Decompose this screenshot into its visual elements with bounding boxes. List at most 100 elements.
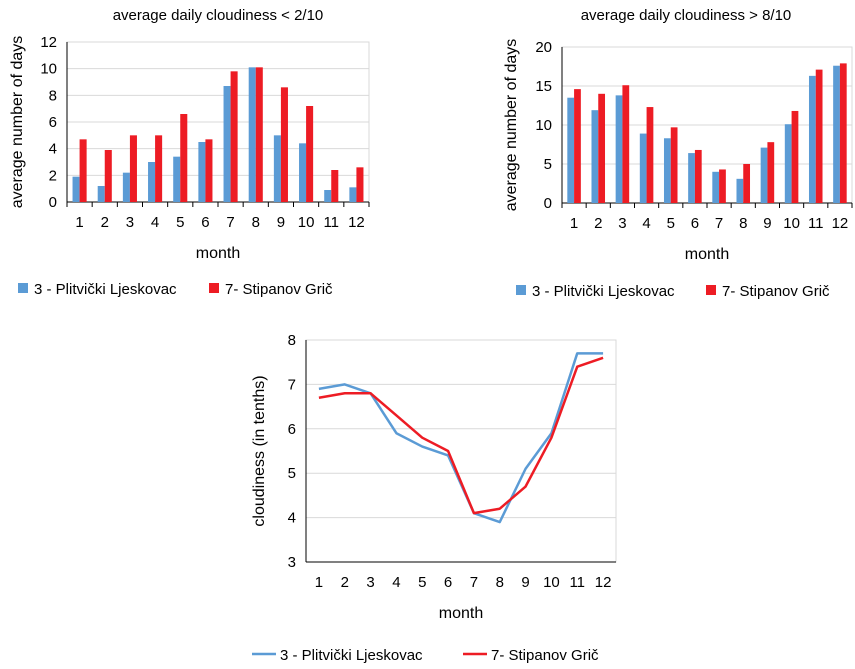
- x-tick-label: 4: [392, 574, 400, 591]
- y-tick-label: 4: [288, 510, 296, 527]
- x-tick-label: 9: [763, 215, 771, 232]
- x-tick-label: 4: [151, 214, 159, 231]
- x-tick-label: 3: [126, 214, 134, 231]
- bar-series-2-month-6: [205, 139, 213, 202]
- x-tick-label: 10: [543, 574, 560, 591]
- chart-title: average daily cloudiness > 8/10: [581, 7, 792, 24]
- x-tick-label: 12: [348, 214, 365, 231]
- line-series-2: [318, 356, 604, 515]
- x-tick-label: 3: [366, 574, 374, 591]
- bar-series-1-month-4: [639, 133, 647, 203]
- bar-series-2-month-12: [839, 63, 847, 203]
- bar-series-1-month-11: [808, 75, 816, 203]
- bar-series-1-month-7: [223, 86, 231, 202]
- bar-series-2-month-2: [598, 93, 606, 203]
- y-tick-label: 7: [288, 376, 296, 393]
- bar-series-1-month-2: [97, 186, 105, 202]
- x-tick-label: 11: [323, 214, 339, 231]
- y-tick-label: 8: [288, 332, 296, 349]
- bar-series-1-month-5: [173, 156, 181, 202]
- y-tick-label: 15: [535, 78, 552, 95]
- x-tick-label: 2: [101, 214, 109, 231]
- legend-label: 7- Stipanov Grič: [491, 647, 599, 664]
- x-tick-label: 8: [496, 574, 504, 591]
- x-tick-label: 9: [277, 214, 285, 231]
- x-tick-label: 1: [75, 214, 83, 231]
- bar-series-2-month-5: [670, 127, 678, 203]
- bar-series-1-month-7: [712, 171, 720, 203]
- bar-series-2-month-1: [79, 139, 87, 202]
- bar-series-1-month-9: [760, 147, 768, 203]
- bar-series-2-month-8: [255, 67, 263, 202]
- y-axis-label: average number of days: [9, 36, 26, 209]
- bar-series-2-month-11: [815, 69, 823, 204]
- x-tick-label: 9: [521, 574, 529, 591]
- x-tick-label: 2: [341, 574, 349, 591]
- x-tick-label: 12: [595, 574, 612, 591]
- x-tick-label: 12: [832, 215, 849, 232]
- x-tick-label: 6: [201, 214, 209, 231]
- legend-label: 7- Stipanov Grič: [225, 281, 333, 298]
- y-tick-label: 2: [49, 167, 57, 184]
- bar-series-2-month-10: [306, 106, 314, 202]
- bar-series-1-month-12: [349, 187, 357, 202]
- x-axis-label: month: [439, 605, 483, 622]
- y-tick-label: 20: [535, 39, 552, 56]
- legend-swatch: [706, 285, 716, 295]
- bar-series-2-month-1: [574, 89, 581, 203]
- legend-swatch: [516, 285, 526, 295]
- x-tick-label: 10: [783, 215, 800, 232]
- bar-series-1-month-10: [784, 124, 792, 203]
- y-tick-label: 10: [40, 61, 57, 78]
- bar-series-2-month-3: [129, 135, 137, 202]
- x-tick-label: 7: [470, 574, 478, 591]
- bar-series-1-month-9: [273, 135, 281, 202]
- x-tick-label: 11: [808, 215, 824, 232]
- bar-series-1-month-3: [615, 95, 623, 203]
- bar-series-1-month-10: [299, 143, 307, 202]
- y-axis-label: average number of days: [503, 39, 520, 212]
- bar-series-1-month-11: [324, 190, 332, 202]
- bar-series-2-month-7: [230, 71, 238, 202]
- x-tick-label: 5: [176, 214, 184, 231]
- y-tick-label: 12: [40, 34, 57, 51]
- bar-series-1-month-1: [72, 176, 80, 202]
- x-tick-label: 1: [570, 215, 578, 232]
- legend-swatch: [18, 283, 28, 293]
- chart-title: average daily cloudiness < 2/10: [113, 7, 324, 24]
- x-tick-label: 8: [252, 214, 260, 231]
- y-tick-label: 4: [49, 141, 57, 158]
- bar-series-1-month-8: [248, 67, 256, 202]
- bar-series-2-month-6: [694, 149, 702, 203]
- x-tick-label: 3: [618, 215, 626, 232]
- y-tick-label: 6: [288, 421, 296, 438]
- y-tick-label: 3: [288, 554, 296, 571]
- x-tick-label: 2: [594, 215, 602, 232]
- x-tick-label: 5: [667, 215, 675, 232]
- bar-series-2-month-12: [356, 167, 364, 202]
- x-axis-label: month: [685, 246, 729, 263]
- bar-series-2-month-4: [155, 135, 163, 202]
- bar-series-2-month-7: [719, 169, 726, 203]
- y-tick-label: 10: [535, 117, 552, 134]
- bar-series-1-month-3: [122, 172, 130, 202]
- bar-series-1-month-12: [833, 65, 840, 203]
- x-tick-label: 8: [739, 215, 747, 232]
- legend-label: 3 - Plitvički Ljeskovac: [532, 283, 675, 300]
- x-tick-label: 10: [298, 214, 315, 231]
- plot-area: [305, 339, 617, 563]
- legend-label: 7- Stipanov Grič: [722, 283, 830, 300]
- bar-series-2-month-2: [104, 150, 112, 202]
- bar-series-2-month-4: [646, 107, 654, 203]
- bar-series-2-month-8: [743, 164, 751, 203]
- bar-series-2-month-3: [622, 85, 630, 203]
- bar-series-1-month-8: [736, 178, 744, 203]
- y-axis-label: cloudiness (in tenths): [251, 375, 268, 526]
- bar-series-1-month-4: [148, 162, 156, 202]
- x-tick-label: 7: [226, 214, 234, 231]
- x-tick-label: 1: [315, 574, 323, 591]
- x-tick-label: 6: [444, 574, 452, 591]
